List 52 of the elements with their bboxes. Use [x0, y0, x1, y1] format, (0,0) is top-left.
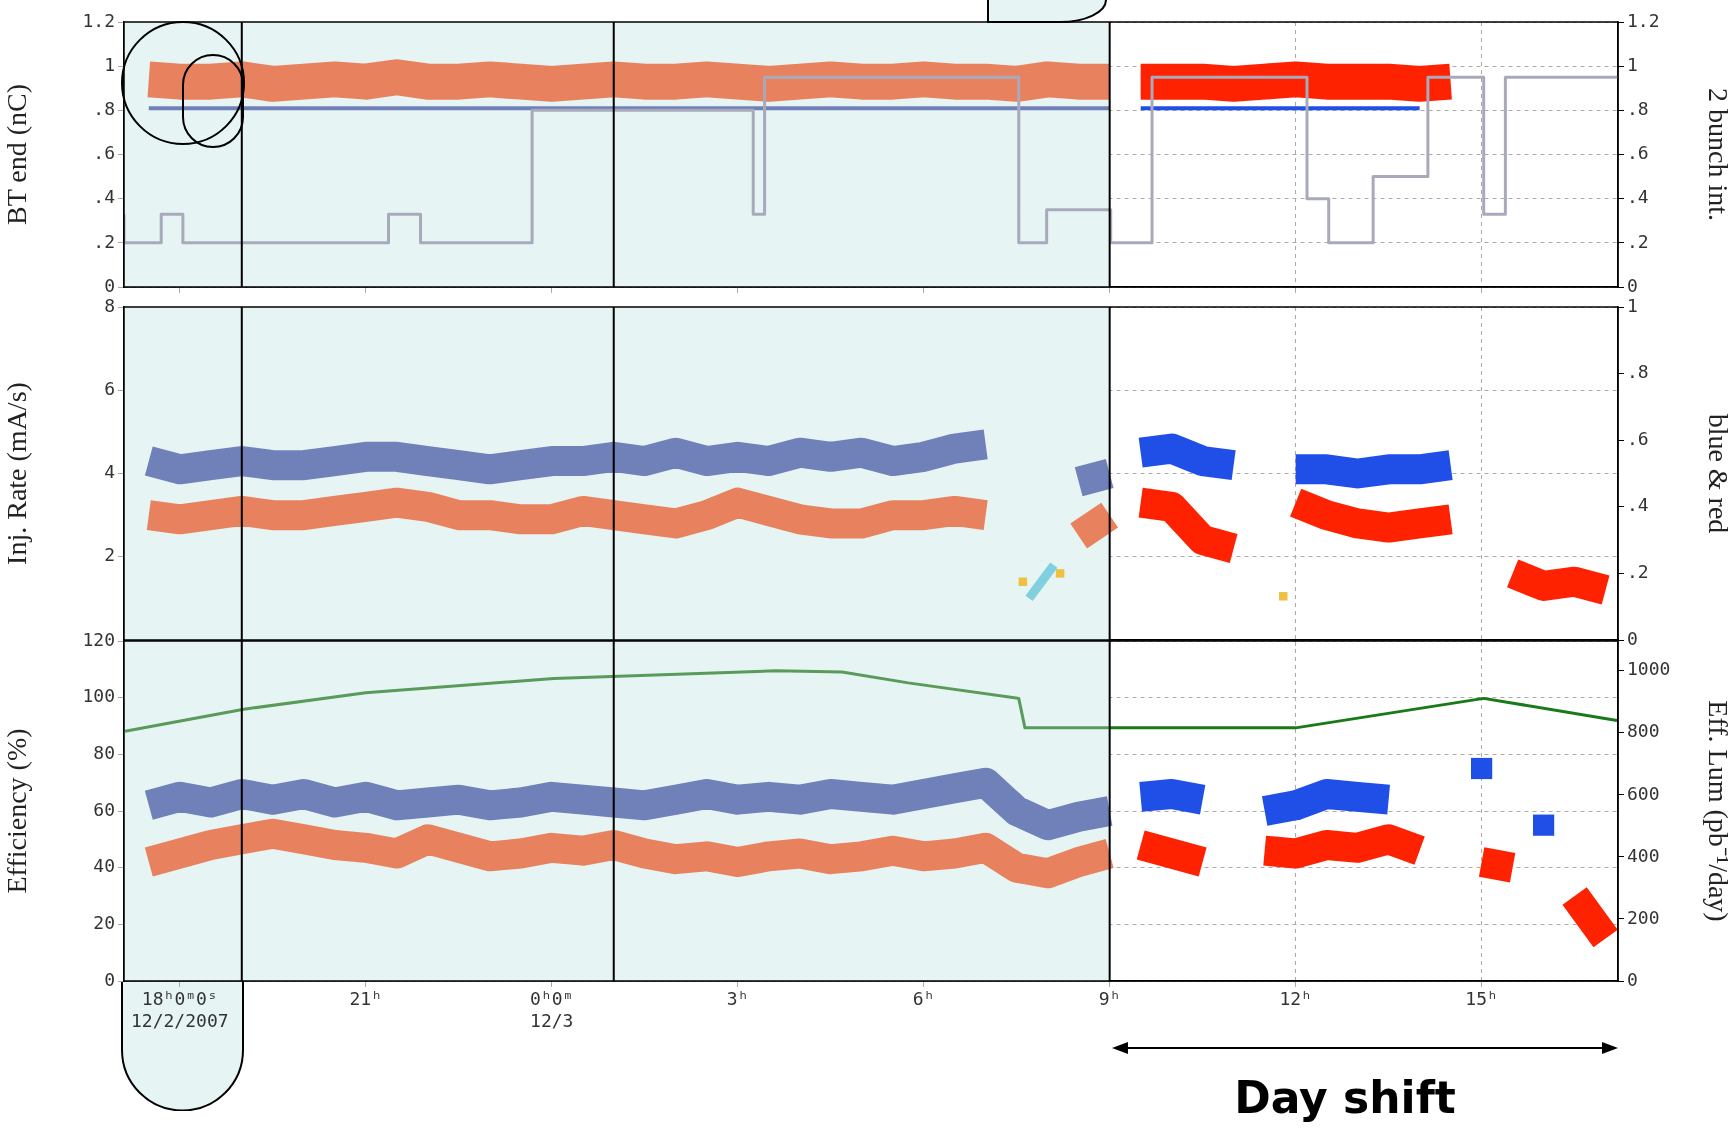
y2-tick-label: .6	[1627, 142, 1649, 164]
y2-tick-label: 0	[1627, 274, 1638, 296]
y2-tick-label: 0	[1627, 968, 1638, 990]
y-tick-label: 80	[93, 742, 115, 764]
y2-tick-label: 1000	[1627, 658, 1671, 680]
y-tick-label: .2	[93, 230, 115, 252]
x-tick-label: 21ʰ	[349, 988, 383, 1010]
y-tick-label: 120	[82, 628, 115, 650]
y2-tick-label: 400	[1627, 844, 1660, 866]
y-axis-title: BT end (nC)	[1, 83, 33, 226]
y-tick-label: .4	[93, 186, 115, 208]
y-tick-label: .6	[93, 142, 115, 164]
y2-tick-label: .2	[1627, 230, 1649, 252]
y-axis-title: Efficiency (%)	[1, 728, 33, 894]
x-tick-label: 12ʰ	[1279, 988, 1312, 1010]
y-tick-label: 1	[104, 53, 115, 75]
y-tick-label: 6	[104, 377, 115, 399]
y2-axis-title: 2 bunch int.	[1702, 88, 1734, 221]
y-tick-label: .8	[93, 98, 115, 120]
x-tick-label: 0ʰ0ᵐ 12/3	[530, 988, 574, 1032]
y2-tick-label: .8	[1627, 98, 1649, 120]
y-tick-label: 60	[93, 798, 115, 820]
y2-tick-label: .8	[1627, 361, 1649, 383]
y-tick-label: 40	[93, 855, 115, 877]
y2-tick-label: 600	[1627, 782, 1660, 804]
x-tick-label: 18ʰ0ᵐ0ˢ 12/2/2007	[131, 988, 229, 1032]
y2-tick-label: .2	[1627, 561, 1649, 583]
y2-axis-title: blue & red	[1702, 413, 1734, 534]
y-tick-label: 100	[82, 685, 115, 707]
y2-tick-label: 1.2	[1627, 9, 1660, 31]
y-tick-label: 1.2	[82, 9, 115, 31]
y2-tick-label: 1	[1627, 294, 1638, 316]
y2-tick-label: .6	[1627, 427, 1649, 449]
text: Day shift	[1233, 1072, 1457, 1123]
y-tick-label: 20	[93, 912, 115, 934]
y2-tick-label: 0	[1627, 627, 1638, 649]
y-tick-label: 0	[104, 274, 115, 296]
y-tick-label: 8	[104, 294, 115, 316]
y2-tick-label: .4	[1627, 186, 1649, 208]
x-tick-label: 6ʰ	[912, 988, 935, 1010]
x-tick-label: 15ʰ	[1465, 988, 1498, 1010]
x-tick-label: 9ʰ	[1098, 988, 1121, 1010]
y2-axis-title: Eff. Lum (pb⁻¹/day)	[1702, 700, 1734, 922]
y2-tick-label: 200	[1627, 906, 1660, 928]
x-tick-label: 3ʰ	[726, 988, 749, 1010]
y-tick-label: 2	[104, 544, 115, 566]
y-tick-label: 4	[104, 461, 115, 483]
y2-tick-label: .4	[1627, 494, 1649, 516]
y-tick-label: 0	[104, 968, 115, 990]
y-axis-title: Inj. Rate (mA/s)	[1, 382, 33, 565]
y2-tick-label: 800	[1627, 720, 1660, 742]
y2-tick-label: 1	[1627, 53, 1638, 75]
